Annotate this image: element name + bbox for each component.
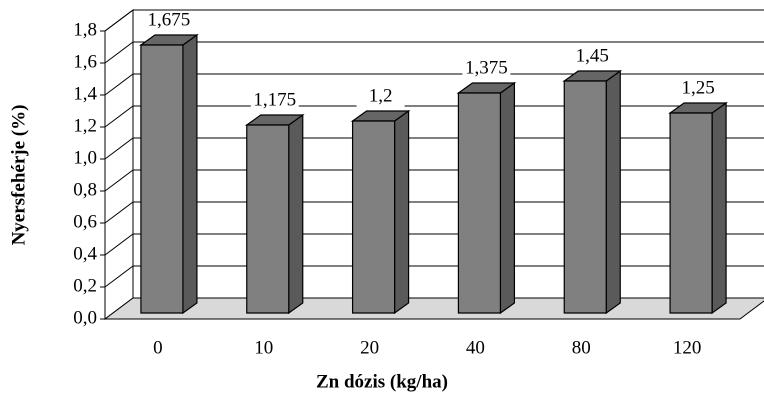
value-label-bg [144, 11, 193, 31]
x-tick-label: 10 [254, 337, 273, 358]
bar-face [246, 124, 290, 314]
x-tick-label: 80 [572, 337, 591, 358]
bar-face [669, 112, 713, 314]
bar [668, 101, 728, 315]
value-label: 1,45 [576, 45, 609, 66]
bar-face [605, 69, 621, 315]
y-tick-label: 1,0 [73, 147, 97, 168]
y-tick-label: 0,2 [73, 275, 97, 296]
value-label: 1,2 [369, 85, 393, 106]
value-label-bg [250, 91, 299, 111]
x-tick-label: 20 [360, 337, 379, 358]
y-tick-label: 1,6 [73, 51, 97, 72]
value-label: 1,675 [148, 9, 191, 30]
y-tick-label: 0,6 [73, 211, 97, 232]
bar-face [288, 113, 304, 315]
y-tick-label: 0,8 [73, 179, 97, 200]
bar [456, 81, 517, 315]
grid-line [104, 105, 134, 128]
bar-face [711, 101, 727, 315]
grid-line [104, 73, 134, 96]
value-label: 1,175 [253, 89, 296, 110]
y-tick-label: 0,0 [73, 307, 97, 328]
bar-face [563, 80, 607, 314]
grid-line [104, 41, 134, 64]
y-tick-label: 0,4 [73, 243, 97, 264]
value-label-bg [674, 79, 723, 99]
value-label-bg [356, 87, 405, 107]
y-axis-label: Nyersfehérje (%) [8, 105, 29, 246]
bar [350, 109, 411, 315]
left-wall [104, 9, 134, 320]
value-label-bg [462, 59, 511, 79]
value-label-bg [568, 47, 617, 67]
floor [103, 297, 764, 320]
bar [244, 113, 305, 315]
y-tick-label: 1,8 [73, 19, 97, 40]
bar-face [140, 44, 184, 314]
bar-face [393, 109, 410, 315]
x-tick-label: 0 [153, 337, 163, 358]
y-tick-label: 1,4 [73, 83, 97, 104]
value-label: 1,25 [681, 77, 714, 98]
grid-line [104, 137, 134, 160]
grid-line [104, 9, 134, 32]
bar [562, 69, 623, 315]
x-axis-label: Zn dózis (kg/ha) [316, 371, 448, 392]
bar-face [457, 92, 502, 314]
bar-face [499, 81, 516, 315]
x-tick-label: 40 [466, 337, 485, 358]
grid-line [104, 201, 134, 224]
value-label: 1,375 [465, 57, 508, 78]
grid-line [104, 265, 134, 288]
grid-line [104, 169, 134, 192]
bar-face [182, 33, 198, 315]
grid-line [104, 233, 134, 256]
bar [139, 33, 199, 315]
y-tick-label: 1,2 [73, 115, 97, 136]
bar-face [351, 120, 396, 314]
x-tick-label: 120 [673, 337, 702, 358]
